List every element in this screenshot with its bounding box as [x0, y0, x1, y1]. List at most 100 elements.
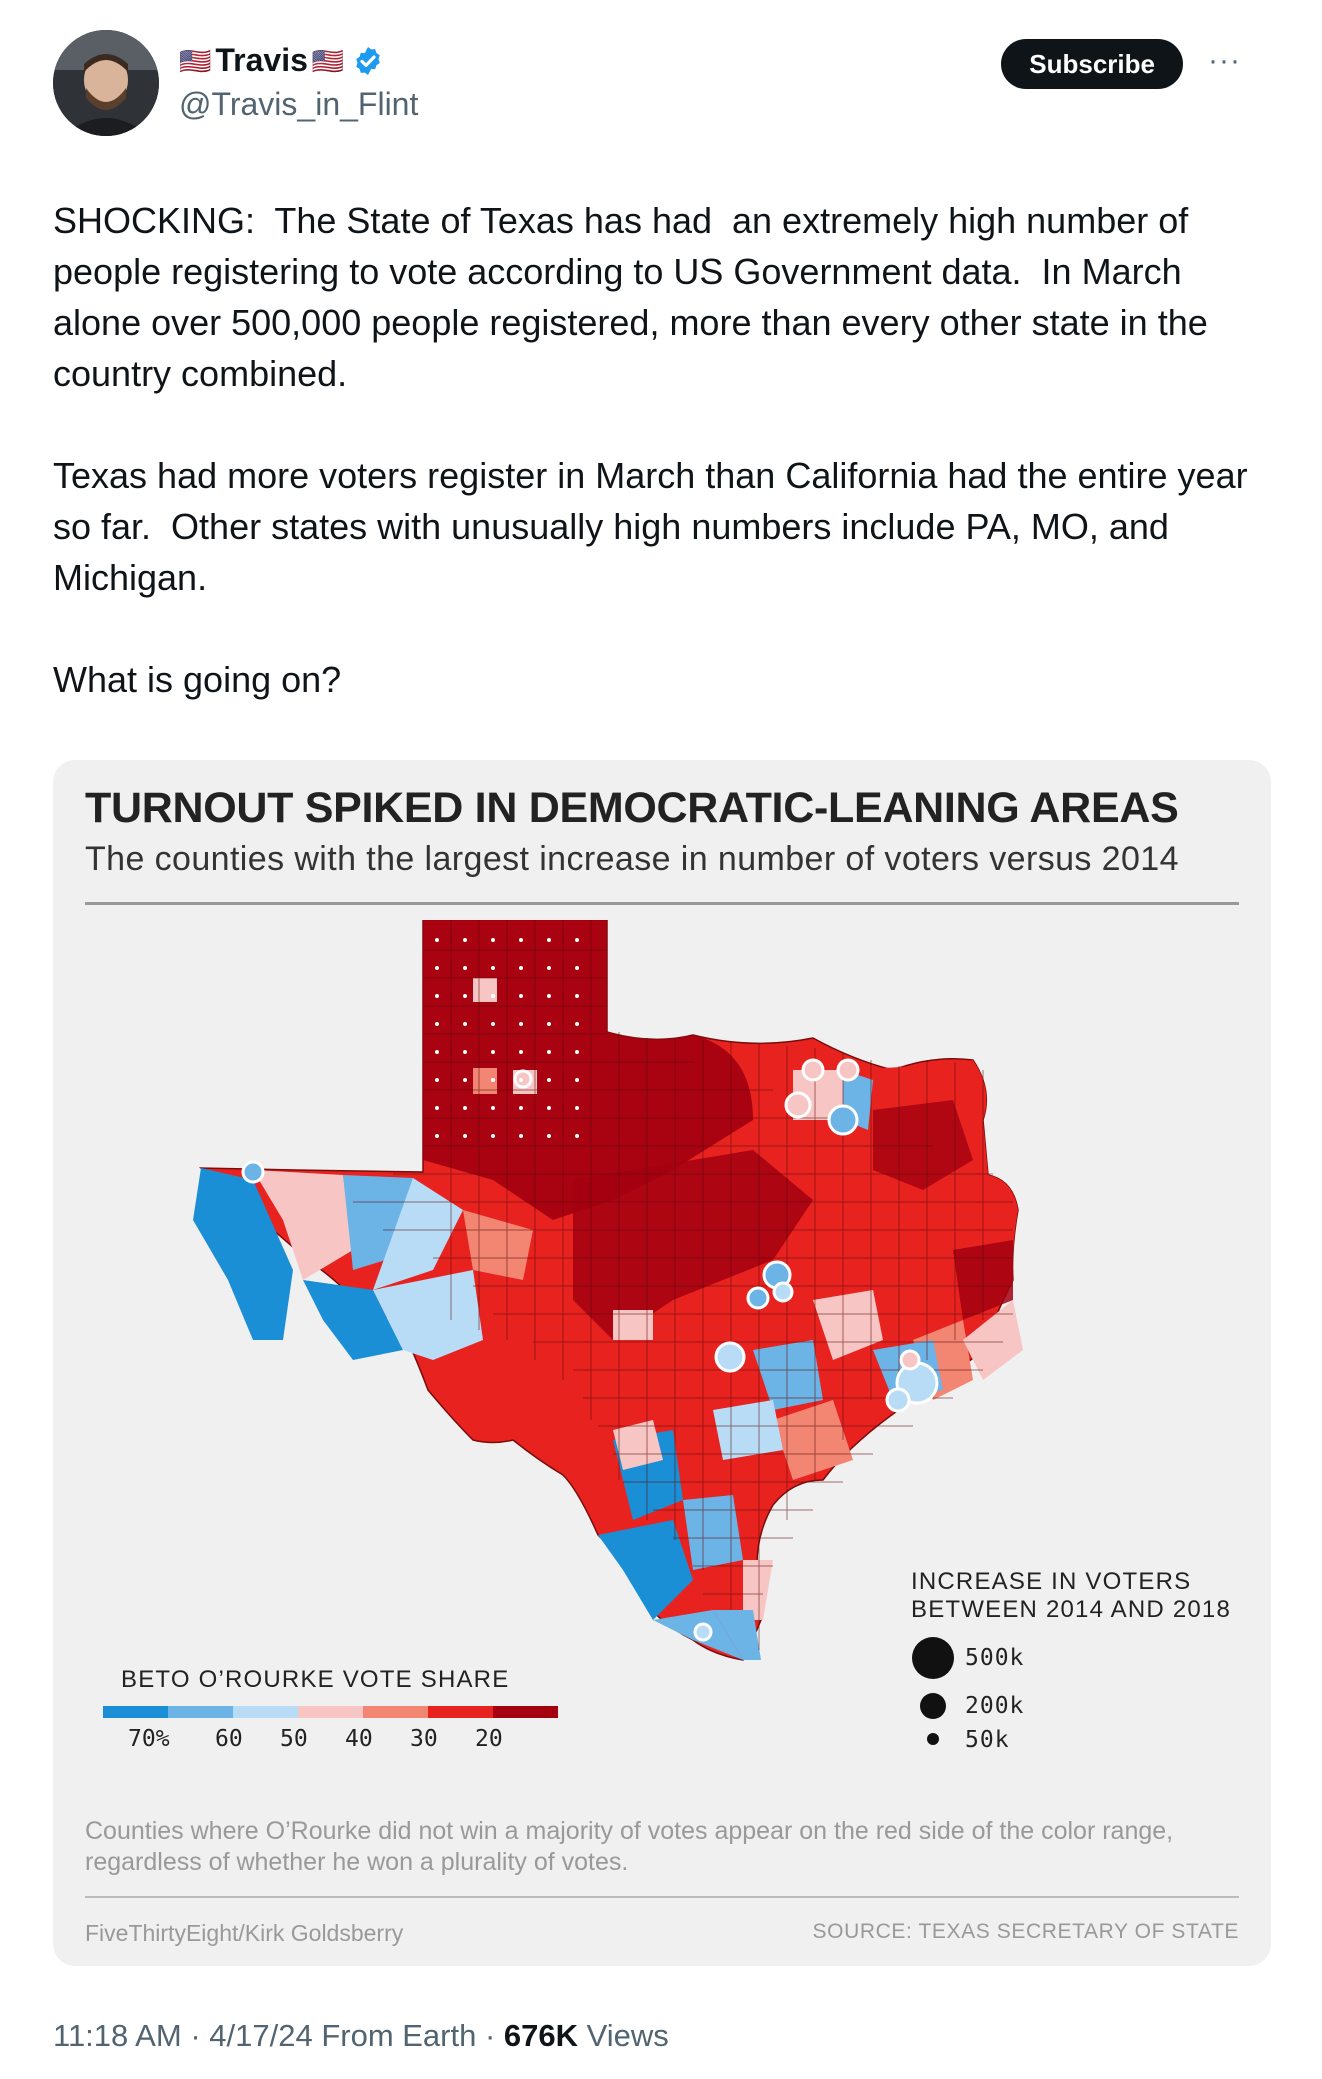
- county-dot: [435, 1050, 439, 1054]
- county-dot: [463, 1022, 467, 1026]
- county-dot: [519, 1022, 523, 1026]
- county-dot: [491, 994, 495, 998]
- vote-share-tick: 70%: [128, 1726, 170, 1752]
- county-turnout-circle: [772, 1281, 794, 1303]
- county-dot: [547, 1050, 551, 1054]
- size-500k-circle: [912, 1637, 954, 1679]
- county-dot: [463, 1050, 467, 1054]
- voter-increase-circles: [912, 1637, 954, 1745]
- county-dot: [575, 1022, 579, 1026]
- county-dot: [435, 1022, 439, 1026]
- image-subtitle: The counties with the largest increase i…: [85, 840, 1179, 878]
- tweet-date[interactable]: 4/17/24: [209, 2018, 313, 2053]
- author-handle[interactable]: @Travis_in_Flint: [179, 86, 419, 122]
- county-turnout-circle: [513, 1069, 533, 1089]
- attached-image[interactable]: TURNOUT SPIKED IN DEMOCRATIC-LEANING ARE…: [53, 760, 1271, 1966]
- county-dot: [463, 994, 467, 998]
- vote-share-swatch: [493, 1706, 558, 1718]
- tweet-meta: 11:18 AM · 4/17/24 From Earth · 676K Vie…: [53, 2018, 669, 2053]
- county-dot: [547, 966, 551, 970]
- county-turnout-circle: [241, 1160, 265, 1184]
- image-source: SOURCE: TEXAS SECRETARY OF STATE: [812, 1920, 1239, 1943]
- county-turnout-circle: [836, 1058, 860, 1082]
- county-dot: [547, 1134, 551, 1138]
- verified-badge-icon: [356, 46, 380, 75]
- vote-share-tick: 50: [280, 1726, 308, 1752]
- size-legend-label: 200k: [965, 1693, 1025, 1719]
- county-dot: [491, 1106, 495, 1110]
- county-dot: [435, 994, 439, 998]
- county-dot: [575, 1106, 579, 1110]
- county-dot: [491, 966, 495, 970]
- county-dot: [435, 1134, 439, 1138]
- county-dot: [547, 994, 551, 998]
- vote-share-swatch: [168, 1706, 233, 1718]
- county-dot: [519, 938, 523, 942]
- vote-share-tick: 60: [215, 1726, 243, 1752]
- county-dot: [463, 1134, 467, 1138]
- county-dot: [519, 1050, 523, 1054]
- vote-share-swatch: [298, 1706, 363, 1718]
- divider: [85, 902, 1239, 905]
- tweet-time[interactable]: 11:18 AM: [53, 2018, 182, 2053]
- vote-share-tick: 20: [475, 1726, 503, 1752]
- vote-share-swatch: [103, 1706, 168, 1718]
- more-options-icon[interactable]: ···: [1208, 44, 1241, 77]
- vote-share-swatch: [233, 1706, 298, 1718]
- author-name-row[interactable]: 🇺🇸 Travis 🇺🇸: [179, 42, 384, 79]
- tweet-header: 🇺🇸 Travis 🇺🇸 @Travis_in_Flint Subscribe …: [53, 30, 1283, 140]
- county-dot: [519, 966, 523, 970]
- county-dot: [575, 994, 579, 998]
- vote-share-swatch: [363, 1706, 428, 1718]
- county-dot: [519, 1106, 523, 1110]
- county-grid: [353, 920, 1013, 1650]
- county-turnout-circle: [899, 1349, 921, 1371]
- county-turnout-circle: [801, 1058, 825, 1082]
- county-dot: [575, 1134, 579, 1138]
- county-turnout-circle: [714, 1341, 746, 1373]
- views-label: Views: [586, 2018, 669, 2053]
- county-dot: [463, 1078, 467, 1082]
- county-dot: [547, 1022, 551, 1026]
- image-credit: FiveThirtyEight/Kirk Goldsberry: [85, 1920, 404, 1946]
- county-dot: [435, 938, 439, 942]
- county-dot: [519, 1134, 523, 1138]
- county-turnout-circle: [784, 1091, 812, 1119]
- size-200k-circle: [920, 1693, 946, 1719]
- us-flag-left: 🇺🇸: [179, 45, 212, 76]
- image-title: TURNOUT SPIKED IN DEMOCRATIC-LEANING ARE…: [85, 784, 1179, 832]
- vote-share-tick: 30: [410, 1726, 438, 1752]
- county-dot: [519, 1078, 523, 1082]
- county-dot: [491, 938, 495, 942]
- avatar[interactable]: [53, 30, 159, 136]
- vote-share-swatch: [428, 1706, 493, 1718]
- county-dot: [547, 1106, 551, 1110]
- county-dot: [463, 966, 467, 970]
- author-name[interactable]: Travis: [215, 42, 308, 78]
- county-dot: [463, 938, 467, 942]
- size-legend-label: 500k: [965, 1645, 1025, 1671]
- county-dot: [547, 938, 551, 942]
- county-turnout-circle: [827, 1104, 859, 1136]
- tweet-location: From Earth: [321, 2018, 477, 2053]
- county-dot: [575, 1050, 579, 1054]
- texas-county-map: [193, 920, 1023, 1661]
- size-50k-circle: [927, 1733, 939, 1745]
- subscribe-button[interactable]: Subscribe: [1001, 39, 1183, 89]
- county-dot: [491, 1134, 495, 1138]
- us-flag-right: 🇺🇸: [311, 45, 345, 76]
- image-footnote: Counties where O’Rourke did not win a ma…: [85, 1817, 1174, 1876]
- county-dot: [435, 1106, 439, 1110]
- county-dot: [463, 1106, 467, 1110]
- county-turnout-circle: [693, 1622, 713, 1642]
- vote-share-tick: 40: [345, 1726, 373, 1752]
- county-dot: [491, 1050, 495, 1054]
- footer-divider: [85, 1896, 1239, 1898]
- voter-increase-legend-title-line2: BETWEEN 2014 AND 2018: [911, 1596, 1232, 1623]
- size-legend-label: 50k: [965, 1727, 1010, 1753]
- county-turnout-circle: [885, 1387, 911, 1413]
- voter-increase-legend-title-line1: INCREASE IN VOTERS: [911, 1568, 1192, 1595]
- vote-share-legend-title: BETO O’ROURKE VOTE SHARE: [121, 1666, 510, 1693]
- county-dot: [491, 1078, 495, 1082]
- county-dot: [575, 966, 579, 970]
